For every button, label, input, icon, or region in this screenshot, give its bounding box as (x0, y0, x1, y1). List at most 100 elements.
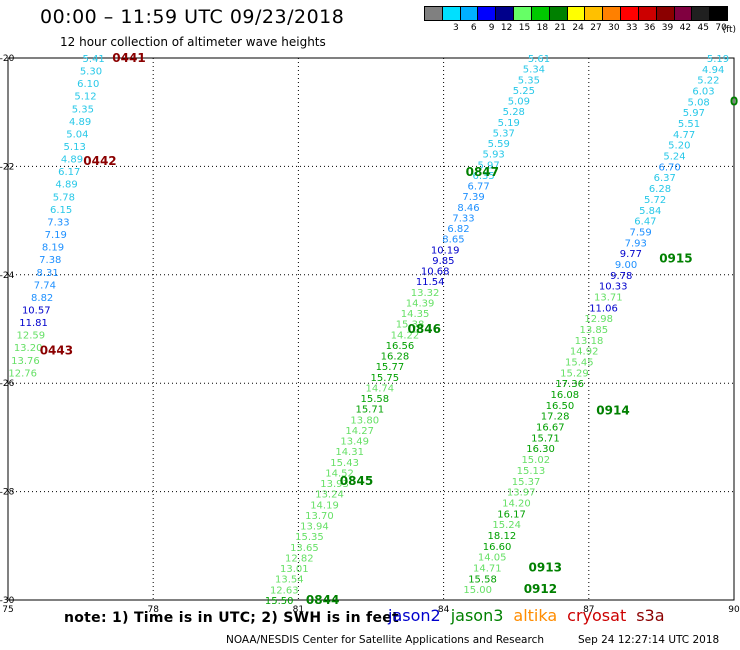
swh-value: 18.12 (488, 531, 517, 542)
swh-value: 5.97 (478, 160, 500, 171)
swh-value: 7.38 (39, 255, 61, 266)
swh-value: 12.98 (584, 314, 613, 325)
legend-swatch (621, 7, 639, 20)
swh-value: 16.50 (546, 401, 575, 412)
swh-value: 9.85 (432, 256, 454, 267)
legend-tick: 45 (697, 23, 709, 33)
swh-value: 13.93 (320, 479, 349, 490)
swh-value: 14.31 (335, 447, 364, 458)
swh-value: 8.46 (457, 203, 479, 214)
swh-value: 13.01 (280, 564, 309, 575)
legend-tick: 24 (572, 23, 584, 33)
swh-value: 6.15 (50, 205, 72, 216)
swh-value: 15.75 (371, 373, 400, 384)
swh-value: 5.30 (80, 67, 102, 78)
satellite-cryosat: cryosat (567, 606, 627, 625)
swh-value: 14.71 (473, 563, 502, 574)
swh-value: 13.80 (350, 415, 379, 426)
color-legend: 3 6 9 12 15 18 21 24 27 30 33 36 39 42 45 70 (ft) (424, 6, 736, 38)
swh-value: 15.45 (565, 358, 594, 369)
legend-tick: 9 (488, 23, 495, 33)
swh-value: 15.29 (560, 368, 589, 379)
page-subtitle: 12 hour collection of altimeter wave hei… (60, 35, 326, 49)
satellite-s3a: s3a (636, 606, 665, 625)
y-tick-label: -24 (0, 271, 15, 281)
swh-value: 5.12 (74, 92, 96, 103)
swh-value: 17.28 (541, 412, 570, 423)
swh-value: 12.82 (285, 553, 314, 564)
pass-time-label: 0845 (340, 474, 373, 488)
swh-value: 15.02 (521, 455, 550, 466)
swh-value: 15.37 (512, 477, 541, 488)
swh-value: 15.00 (463, 585, 492, 596)
swh-value: 13.32 (411, 288, 440, 299)
swh-value: 6.10 (77, 79, 99, 90)
swh-value: 14.27 (345, 426, 374, 437)
satellite-altika: altika (513, 606, 558, 625)
swh-value: 15.13 (517, 466, 546, 477)
pass-time-label: 0441 (112, 51, 145, 65)
legend-swatch (567, 7, 586, 20)
legend-swatch (478, 7, 497, 20)
swh-value: 5.35 (72, 104, 94, 115)
swh-value: 17.36 (555, 379, 584, 390)
swh-value: 8.65 (442, 235, 464, 246)
swh-value: 5.37 (493, 128, 515, 139)
swh-value: 11.54 (416, 277, 445, 288)
swh-value: 8.82 (31, 293, 53, 304)
swh-value: 10.57 (22, 305, 51, 316)
swh-value: 5.22 (697, 76, 719, 87)
swh-value: 15.50 (265, 596, 294, 607)
swh-value: 7.93 (625, 238, 647, 249)
swh-value: 14.35 (401, 309, 430, 320)
swh-value: 9.77 (620, 249, 642, 260)
swh-value: 15.77 (376, 362, 405, 373)
legend-swatch (531, 7, 550, 20)
swh-value: 5.34 (523, 65, 545, 76)
pass-time-label: 0914 (596, 403, 629, 417)
legend-swatch (710, 7, 728, 20)
swh-value: 14.92 (570, 347, 599, 358)
swh-value: 10.33 (599, 282, 628, 293)
swh-value: 5.61 (528, 54, 550, 65)
y-tick-label: -30 (0, 596, 15, 606)
swh-value: 5.72 (644, 195, 666, 206)
legend-tick: 21 (554, 23, 566, 33)
swh-value: 13.20 (14, 343, 43, 354)
pass-time-label: 0846 (408, 322, 441, 336)
legend-tick: 27 (590, 23, 602, 33)
pass-time-label: 0 (730, 94, 738, 108)
legend-tick: 12 (500, 23, 513, 33)
swh-value: 14.20 (502, 498, 531, 509)
legend-tick: 15 (518, 23, 531, 33)
x-tick-label: 87 (583, 605, 594, 615)
swh-value: 4.89 (55, 180, 77, 191)
swh-value: 9.00 (615, 260, 637, 271)
legend-swatch (692, 7, 711, 20)
swh-value: 16.08 (550, 390, 579, 401)
swh-value: 14.39 (406, 298, 435, 309)
pass-time-label: 0844 (306, 593, 339, 607)
swh-value: 5.13 (64, 142, 86, 153)
swh-value: 13.54 (275, 575, 304, 586)
swh-value: 13.65 (290, 543, 319, 554)
swh-value: 12.76 (8, 368, 37, 379)
swh-value: 5.28 (503, 107, 525, 118)
swh-value: 16.56 (386, 341, 415, 352)
map-frame (7, 57, 735, 601)
legend-labels: 3 6 9 12 15 18 21 24 27 30 33 36 39 42 45 70 (424, 23, 728, 33)
swh-value: 8.31 (36, 268, 58, 279)
legend-swatch (674, 7, 693, 20)
footer: NOAA/NESDIS Center for Satellite Applica… (226, 634, 719, 646)
legend-swatch (638, 7, 657, 20)
y-tick-label: -20 (0, 54, 15, 64)
swh-value: 13.97 (507, 488, 536, 499)
footer-timestamp: Sep 24 12:27:14 UTC 2018 (578, 634, 720, 646)
swh-value: 11.81 (19, 318, 48, 329)
swh-value: 5.35 (518, 75, 540, 86)
swh-value: 6.70 (658, 162, 680, 173)
swh-value: 6.37 (654, 173, 676, 184)
legend-unit: (ft) (722, 25, 736, 35)
footer-credit: NOAA/NESDIS Center for Satellite Applica… (226, 634, 544, 646)
